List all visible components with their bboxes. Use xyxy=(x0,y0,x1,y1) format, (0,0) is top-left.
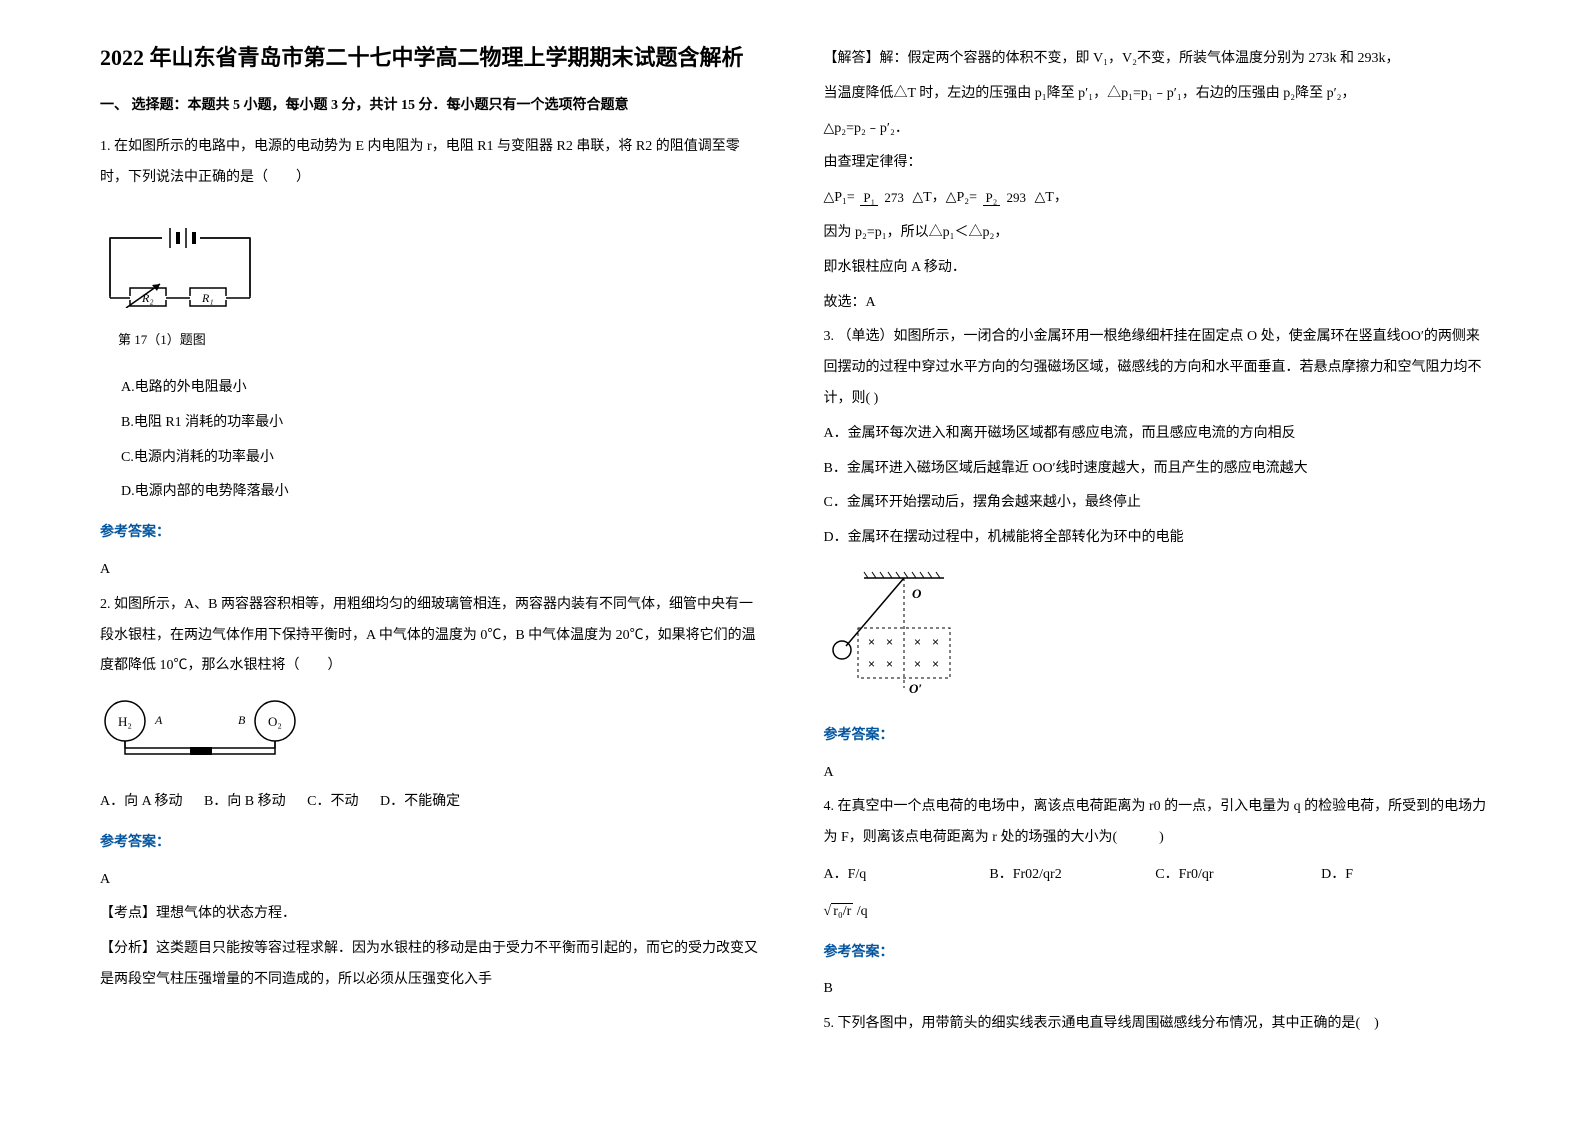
q4-sqrt: r₀/r xyxy=(831,903,853,919)
svg-text:A: A xyxy=(154,713,163,727)
q2-optA: A．向 A 移动 xyxy=(100,787,182,818)
right-column: 【解答】解：假定两个容器的体积不变，即 V₁，V₂不变，所装气体温度分别为 27… xyxy=(824,40,1488,1044)
q2-optD: D．不能确定 xyxy=(380,787,460,818)
q4-optB: B．Fr02/qr2 xyxy=(989,860,1155,891)
q3-optB: B．金属环进入磁场区域后越靠近 OO′线时速度越大，而且产生的感应电流越大 xyxy=(824,454,1488,485)
svg-text:×: × xyxy=(886,635,893,649)
svg-text:R₁: R₁ xyxy=(201,291,214,305)
svg-text:B: B xyxy=(238,713,246,727)
q1-optB: B.电阻 R1 消耗的功率最小 xyxy=(100,408,764,439)
q1-optD: D.电源内部的电势降落最小 xyxy=(100,477,764,508)
svg-text:O: O xyxy=(912,586,922,601)
q2-stem: 2. 如图所示，A、B 两容器容积相等，用粗细均匀的细玻璃管相连，两容器内装有不… xyxy=(100,590,764,682)
svg-text:R₂: R₂ xyxy=(141,291,154,305)
q1-optC: C.电源内消耗的功率最小 xyxy=(100,443,764,474)
q2-figure: H₂ O₂ A B xyxy=(100,696,764,779)
q1-stem: 1. 在如图所示的电路中，电源的电动势为 E 内电阻为 r，电阻 R1 与变阻器… xyxy=(100,132,764,194)
svg-text:×: × xyxy=(886,657,893,671)
q4-stem: 4. 在真空中一个点电荷的电场中，离该点电荷距离为 r0 的一点，引入电量为 q… xyxy=(824,792,1488,854)
fraction-2: P₂ 293 xyxy=(983,190,1030,206)
svg-text:O₂: O₂ xyxy=(268,714,282,729)
q3-optA: A．金属环每次进入和离开磁场区域都有感应电流，而且感应电流的方向相反 xyxy=(824,419,1488,450)
svg-text:O′: O′ xyxy=(909,681,922,696)
q2-optB: B．向 B 移动 xyxy=(204,787,286,818)
q2-exp-p4: △p₂=p₂﹣p′₂． xyxy=(824,114,1488,145)
q2-exp-p6: △P₁= P₁ 273 △T，△P₂= P₂ 293 △T， xyxy=(824,183,1488,214)
q2-exp-p2: 【解答】解：假定两个容器的体积不变，即 V₁，V₂不变，所装气体温度分别为 27… xyxy=(824,44,1488,75)
q2-exp-p9: 故选：A xyxy=(824,288,1488,319)
svg-text:×: × xyxy=(868,635,875,649)
q1-answer-head: 参考答案： xyxy=(100,518,764,549)
svg-text:×: × xyxy=(914,657,921,671)
left-column: 2022 年山东省青岛市第二十七中学高二物理上学期期末试题含解析 一、 选择题：… xyxy=(100,40,764,1044)
fraction-1: P₁ 273 xyxy=(860,190,907,206)
q3-answer: A xyxy=(824,758,1488,789)
svg-text:×: × xyxy=(932,635,939,649)
q2-exp-p6-mid: △T，△P₂= xyxy=(912,190,977,205)
q3-optD: D．金属环在摆动过程中，机械能将全部转化为环中的电能 xyxy=(824,523,1488,554)
svg-text:×: × xyxy=(932,657,939,671)
q3-figure: O × × × × × × × × O′ xyxy=(824,568,1488,711)
q2-exp-p7: 因为 p₂=p₁，所以△p₁＜△p₂， xyxy=(824,218,1488,249)
q4-optD: D．F xyxy=(1321,860,1487,891)
q2-answer-head: 参考答案： xyxy=(100,828,764,859)
q5-stem: 5. 下列各图中，用带箭头的细实线表示通电直导线周围磁感线分布情况，其中正确的是… xyxy=(824,1009,1488,1040)
q4-optC: C．Fr0/qr xyxy=(1155,860,1321,891)
q4-options-row: A．F/q B．Fr02/qr2 C．Fr0/qr D．F xyxy=(824,860,1488,891)
q4-optD-tail: /q xyxy=(857,904,868,919)
q2-options: A．向 A 移动 B．向 B 移动 C．不动 D．不能确定 xyxy=(100,787,764,818)
q1-answer: A xyxy=(100,555,764,586)
q4-answer: B xyxy=(824,974,1488,1005)
q1-caption: 第 17（1）题图 xyxy=(118,326,764,355)
svg-text:×: × xyxy=(914,635,921,649)
q3-stem: 3. （单选）如图所示，一闭合的小金属环用一根绝缘细杆挂在固定点 O 处，使金属… xyxy=(824,322,1488,414)
q3-answer-head: 参考答案： xyxy=(824,721,1488,752)
q2-exp-p3: 当温度降低△T 时，左边的压强由 p₁降至 p′₁，△p₁=p₁﹣p′₁，右边的… xyxy=(824,79,1488,110)
page-title: 2022 年山东省青岛市第二十七中学高二物理上学期期末试题含解析 xyxy=(100,40,764,75)
svg-text:×: × xyxy=(868,657,875,671)
q2-exp-head1: 【考点】理想气体的状态方程． xyxy=(100,899,764,930)
q4-optA: A．F/q xyxy=(824,860,990,891)
section-heading: 一、 选择题：本题共 5 小题，每小题 3 分，共计 15 分．每小题只有一个选… xyxy=(100,91,764,122)
q2-exp-p1: 【分析】这类题目只能按等容过程求解．因为水银柱的移动是由于受力不平衡而引起的，而… xyxy=(100,934,764,996)
q2-optC: C．不动 xyxy=(307,787,358,818)
q1-circuit-figure: R₂ R₁ xyxy=(100,208,764,321)
q2-exp-p5: 由查理定律得： xyxy=(824,148,1488,179)
q2-exp-p6-pre: △P₁= xyxy=(824,190,855,205)
q2-exp-p6-suf: △T， xyxy=(1035,190,1068,205)
q3-optC: C．金属环开始摆动后，摆角会越来越小，最终停止 xyxy=(824,488,1488,519)
q4-optD-line2: √r₀/r /q xyxy=(824,897,1488,928)
q1-optA: A.电路的外电阻最小 xyxy=(100,373,764,404)
svg-text:H₂: H₂ xyxy=(118,714,132,729)
q4-answer-head: 参考答案： xyxy=(824,938,1488,969)
q2-exp-p8: 即水银柱应向 A 移动． xyxy=(824,253,1488,284)
q2-answer: A xyxy=(100,865,764,896)
